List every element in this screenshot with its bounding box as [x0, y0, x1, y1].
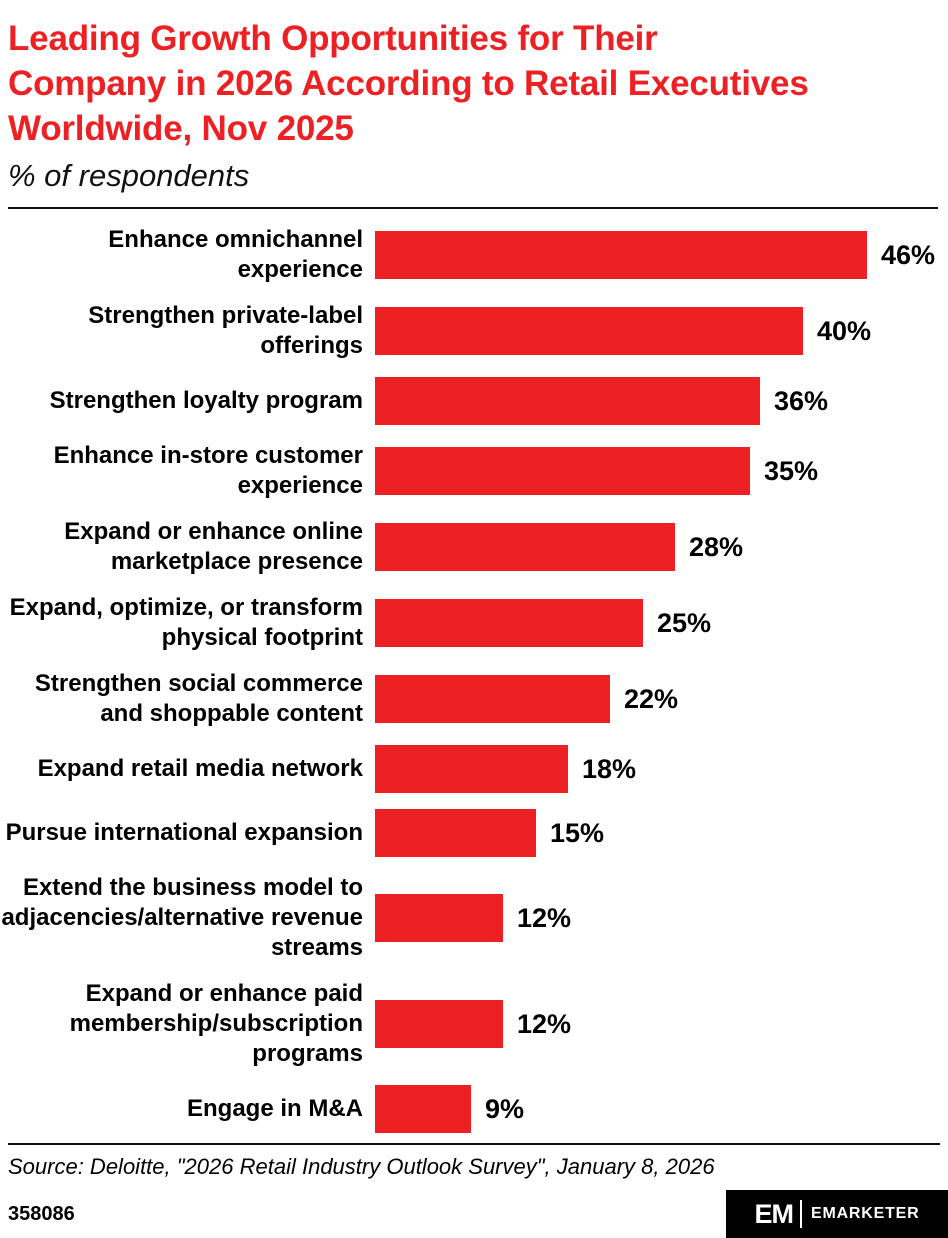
bar-value-label: 25% — [657, 607, 712, 638]
chart-row: Enhance omnichannel experience 46% — [0, 225, 940, 285]
emarketer-logo-mark: EM — [754, 1198, 793, 1229]
bar — [375, 307, 803, 355]
emarketer-logo-name: EMARKETER — [810, 1205, 920, 1222]
source-section: Source: Deloitte, "2026 Retail Industry … — [0, 1143, 948, 1190]
chart-row: Pursue international expansion 15% — [0, 809, 940, 857]
bar-track: 18% — [375, 745, 940, 793]
bar — [375, 745, 568, 793]
header-divider — [8, 207, 938, 209]
bar-label: Pursue international expansion — [5, 819, 363, 846]
bar — [375, 599, 643, 647]
chart-row: Expand or enhance paid membership/subscr… — [0, 979, 940, 1069]
bar — [375, 894, 503, 942]
bar-label: Strengthen loyalty program — [49, 387, 363, 414]
bar-track: 12% — [375, 894, 940, 942]
bar-label: Expand, optimize, or transform physical … — [9, 594, 363, 651]
bar-track: 25% — [375, 599, 940, 647]
bar-value-label: 9% — [485, 1093, 525, 1124]
bar-value-label: 12% — [517, 1008, 572, 1039]
bar-track: 12% — [375, 1000, 940, 1048]
bar-label: Enhance omnichannel experience — [108, 226, 363, 283]
logo-divider — [799, 1200, 802, 1228]
bar — [375, 1085, 471, 1133]
bar-track: 36% — [375, 377, 940, 425]
bar-track: 28% — [375, 523, 940, 571]
emarketer-logo: EM EMARKETER — [726, 1190, 948, 1238]
chart-id: 358086 — [8, 1202, 75, 1225]
source-divider — [8, 1143, 940, 1145]
bar-track: 35% — [375, 447, 940, 495]
bar-label: Strengthen private-label offerings — [88, 302, 363, 359]
page-title-line-1: Leading Growth Opportunities for Their — [8, 19, 658, 58]
bar — [375, 523, 675, 571]
chart-row: Strengthen loyalty program 36% — [0, 377, 940, 425]
page-title-line-2: Company in 2026 According to Retail Exec… — [8, 64, 809, 103]
chart-row: Strengthen private-label offerings 40% — [0, 301, 940, 361]
chart-row: Expand, optimize, or transform physical … — [0, 593, 940, 653]
bar-label: Extend the business model to adjacencies… — [1, 874, 363, 961]
bar — [375, 809, 536, 857]
chart-row: Expand or enhance online marketplace pre… — [0, 517, 940, 577]
bar-track: 22% — [375, 675, 940, 723]
chart-row: Expand retail media network 18% — [0, 745, 940, 793]
chart-row: Engage in M&A 9% — [0, 1085, 940, 1133]
bar-track: 15% — [375, 809, 940, 857]
bar-track: 40% — [375, 307, 940, 355]
bar-value-label: 15% — [550, 817, 605, 848]
bar-label: Expand retail media network — [37, 755, 363, 782]
bar — [375, 1000, 503, 1048]
bar-track: 9% — [375, 1085, 940, 1133]
bar-track: 46% — [375, 231, 940, 279]
bar-chart: Enhance omnichannel experience 46% Strengt… — [0, 209, 948, 1143]
page-title-line-3: Worldwide, Nov 2025 — [8, 109, 354, 148]
bar-value-label: 36% — [774, 385, 829, 416]
bar-label: Expand or enhance paid membership/subscr… — [69, 980, 363, 1067]
bar-value-label: 12% — [517, 902, 572, 933]
chart-subtitle: % of respondents — [8, 158, 250, 193]
bar — [375, 377, 760, 425]
bar-value-label: 40% — [817, 315, 872, 346]
chart-header: Leading Growth Opportunities for Their C… — [0, 0, 948, 209]
bar-label: Strengthen social commerce and shoppable… — [34, 670, 363, 727]
bar-label: Expand or enhance online marketplace pre… — [64, 518, 363, 575]
bar — [375, 231, 867, 279]
bar-value-label: 28% — [689, 531, 744, 562]
bar-label: Engage in M&A — [186, 1095, 363, 1122]
bar-label: Enhance in-store customer experience — [53, 442, 363, 499]
source-text: Source: Deloitte, "2026 Retail Industry … — [8, 1154, 715, 1179]
chart-row: Strengthen social commerce and shoppable… — [0, 669, 940, 729]
bar-value-label: 18% — [582, 753, 637, 784]
bar-value-label: 35% — [764, 455, 819, 486]
bar — [375, 447, 750, 495]
bar — [375, 675, 610, 723]
chart-row: Extend the business model to adjacencies… — [0, 873, 940, 963]
footer-bar: 358086 EM EMARKETER — [0, 1190, 948, 1238]
bar-value-label: 22% — [624, 683, 679, 714]
bar-value-label: 46% — [881, 239, 936, 270]
chart-row: Enhance in-store customer experience 35% — [0, 441, 940, 501]
